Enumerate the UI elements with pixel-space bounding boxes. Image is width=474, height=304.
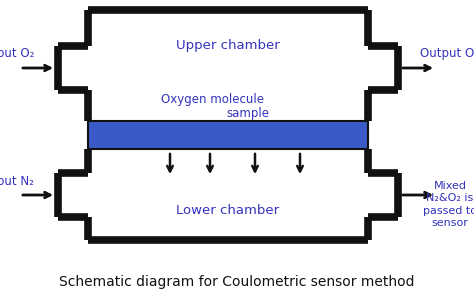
Text: sample: sample xyxy=(227,106,270,119)
Text: Oxygen molecule: Oxygen molecule xyxy=(162,92,264,105)
Text: Input O₂: Input O₂ xyxy=(0,47,34,60)
Bar xyxy=(88,121,368,149)
Text: Schematic diagram for Coulometric sensor method: Schematic diagram for Coulometric sensor… xyxy=(59,275,415,289)
Text: Mixed
N₂&O₂ is
passed to
sensor: Mixed N₂&O₂ is passed to sensor xyxy=(423,181,474,228)
Text: Lower chamber: Lower chamber xyxy=(176,203,280,216)
Text: Output O₂: Output O₂ xyxy=(420,47,474,60)
Text: Input N₂: Input N₂ xyxy=(0,174,34,188)
Text: Upper chamber: Upper chamber xyxy=(176,39,280,51)
